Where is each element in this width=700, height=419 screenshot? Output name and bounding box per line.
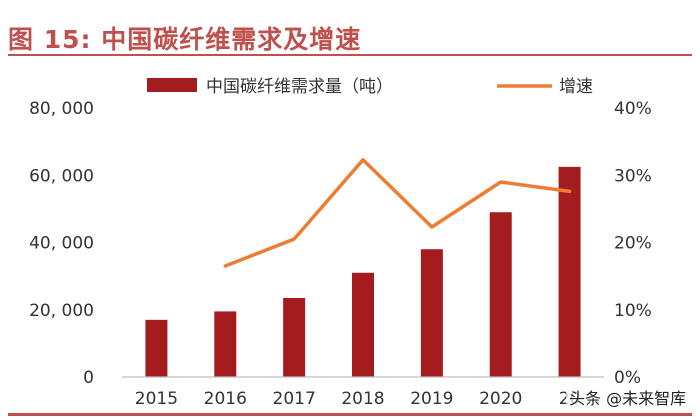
- bar: [214, 311, 237, 377]
- y-right-tick-label: 30%: [614, 166, 652, 186]
- bar: [352, 272, 374, 377]
- x-tick-label: 2017: [273, 389, 316, 409]
- legend-label-demand: 中国碳纤维需求量（吨）: [206, 77, 393, 97]
- y-right-tick-label: 0%: [614, 368, 641, 388]
- x-tick-label: 2018: [341, 389, 384, 409]
- legend-swatch-demand: [147, 78, 197, 92]
- bar: [489, 212, 512, 377]
- y-left-tick-label: 80, 000: [29, 99, 94, 119]
- y-right-tick-label: 10%: [614, 301, 652, 321]
- x-tick-label: 2016: [204, 389, 247, 409]
- y-right-tick-label: 20%: [614, 234, 652, 254]
- y-left-tick-label: 0: [83, 368, 94, 388]
- bar: [145, 319, 168, 377]
- x-tick-label: 2019: [410, 389, 453, 409]
- x-tick-label: 2020: [479, 389, 522, 409]
- x-tick-label: 2015: [135, 389, 178, 409]
- bar: [420, 249, 443, 377]
- y-left-tick-label: 60, 000: [29, 166, 94, 186]
- series-line-growth: [223, 158, 572, 268]
- bar: [283, 297, 306, 377]
- watermark: 头条 @未来智库: [566, 385, 690, 409]
- bar: [558, 166, 581, 377]
- bottom-divider: [8, 413, 692, 416]
- y-left-tick-label: 40, 000: [29, 234, 94, 254]
- title-bar: 图 15: 中国碳纤维需求及增速: [0, 0, 700, 58]
- chart-title: 图 15: 中国碳纤维需求及增速: [8, 25, 362, 54]
- y-right-tick-label: 40%: [614, 99, 652, 119]
- title-divider: [8, 54, 692, 56]
- y-left-tick-label: 20, 000: [29, 301, 94, 321]
- legend-label-growth: 增速: [559, 77, 593, 97]
